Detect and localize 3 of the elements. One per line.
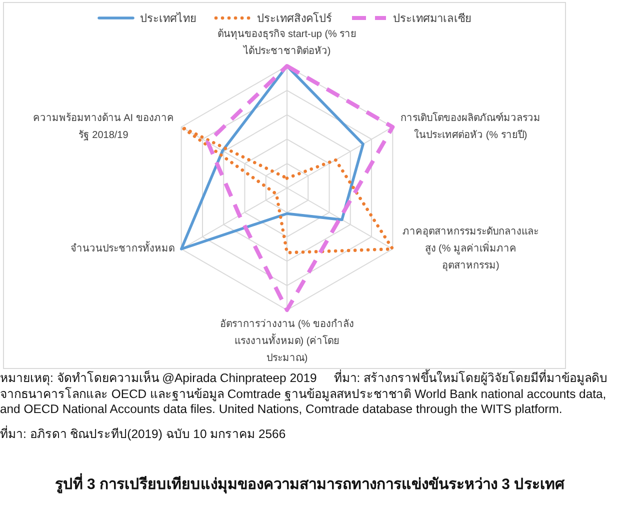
annotation: หมายเหตุ: จัดทำโดยความเห็น @Apirada Chinprateep 2019 ที่มา: สร้างกราฟขึ้นใหม่โดยผู้วิจัยโดยมีที่มาข้อมูลดิบจากธนาคารโลกและ OECD และฐานข้อมูล Comtrade ฐานข้อมูลสหประชาชาติ World Bank national accounts data, and OECD National Accounts data files. United Nations, Comtrade database through the WITS platform. (0, 371, 609, 418)
annotation: ที่มา: อภิรดา ชิณประทีป(2019) ฉบับ 10 มกราคม 2566 (0, 426, 287, 442)
title: รูปที่ 3 การเปรียบเทียบแง่มุมของความสามารถทางการแข่งขันระหว่าง 3 ประเทศ (0, 472, 620, 496)
